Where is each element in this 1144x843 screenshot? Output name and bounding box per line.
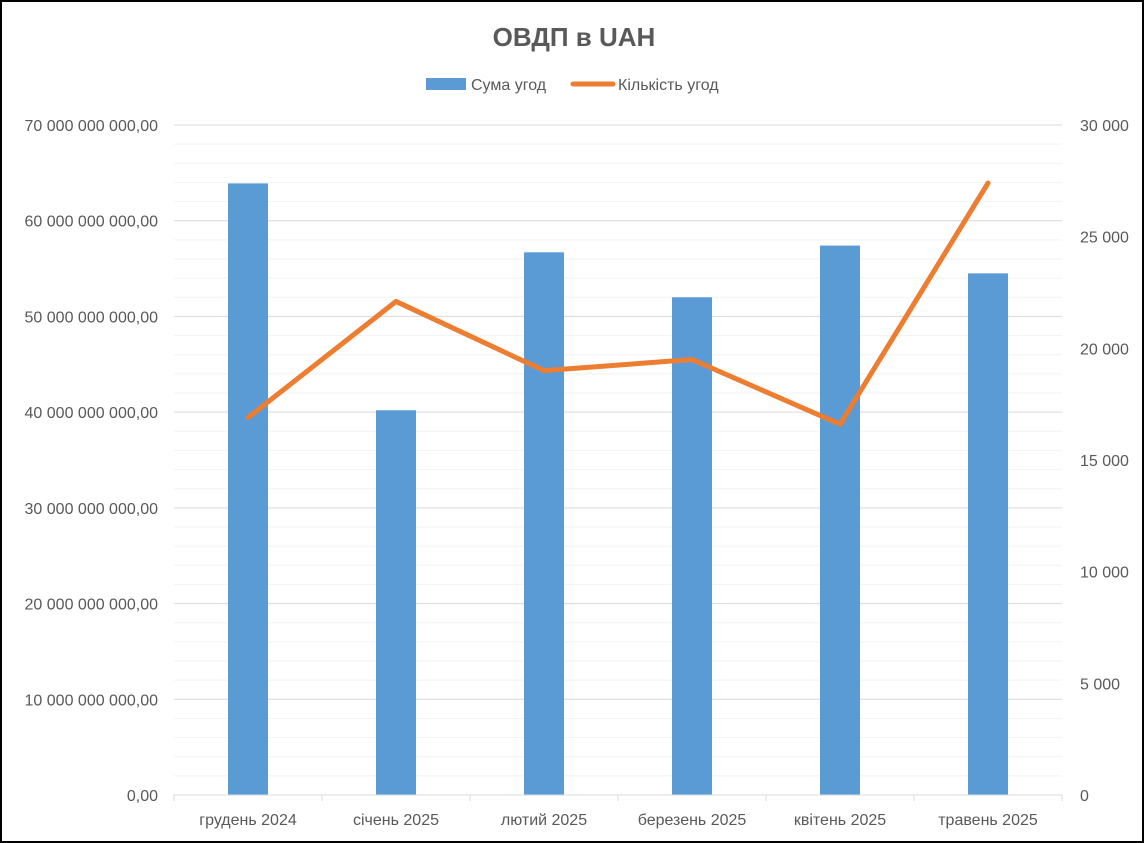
y-left-tick-label: 10 000 000 000,00	[25, 692, 159, 709]
bar	[228, 183, 268, 795]
y-left-tick-label: 70 000 000 000,00	[25, 118, 159, 135]
bar	[524, 252, 564, 796]
y-right-tick-label: 20 000	[1080, 341, 1129, 358]
x-tick-label: травень 2025	[938, 812, 1038, 829]
legend-bar-swatch	[426, 78, 466, 90]
y-right-tick-label: 10 000	[1080, 565, 1129, 582]
series-line	[245, 180, 991, 427]
legend: Сума угод Кількість угод	[426, 77, 719, 94]
x-tick-label: лютий 2025	[501, 812, 587, 829]
y-left-tick-label: 50 000 000 000,00	[25, 309, 159, 326]
y-right-tick-label: 30 000	[1080, 118, 1129, 135]
bar	[672, 297, 712, 795]
y-right-tick-label: 5 000	[1080, 676, 1120, 693]
y-right-tick-label: 25 000	[1080, 230, 1129, 247]
chart-title: ОВДП в UAH	[493, 22, 656, 52]
x-tick-label: січень 2025	[353, 812, 439, 829]
legend-line-label: Кількість угод	[618, 77, 719, 94]
legend-bar-label: Сума угод	[471, 77, 547, 94]
bar	[968, 273, 1008, 795]
axes: грудень 2024 січень 2025 лютий 2025 березен…	[25, 118, 1130, 829]
y-right-tick-label: 15 000	[1080, 453, 1129, 470]
line-series	[245, 180, 991, 427]
bar	[376, 410, 416, 795]
bar-series	[228, 183, 1008, 796]
y-left-tick-label: 60 000 000 000,00	[25, 214, 159, 231]
x-tick-label: березень 2025	[638, 812, 747, 829]
bar	[820, 245, 860, 796]
y-left-tick-label: 40 000 000 000,00	[25, 405, 159, 422]
y-right-tick-label: 0	[1080, 788, 1089, 805]
gridlines	[174, 124, 1062, 777]
y-left-tick-label: 20 000 000 000,00	[25, 597, 159, 614]
x-tick-label: квітень 2025	[794, 812, 886, 829]
y-left-tick-label: 30 000 000 000,00	[25, 501, 159, 518]
x-tick-label: грудень 2024	[199, 812, 297, 829]
y-left-tick-label: 0,00	[127, 788, 158, 805]
